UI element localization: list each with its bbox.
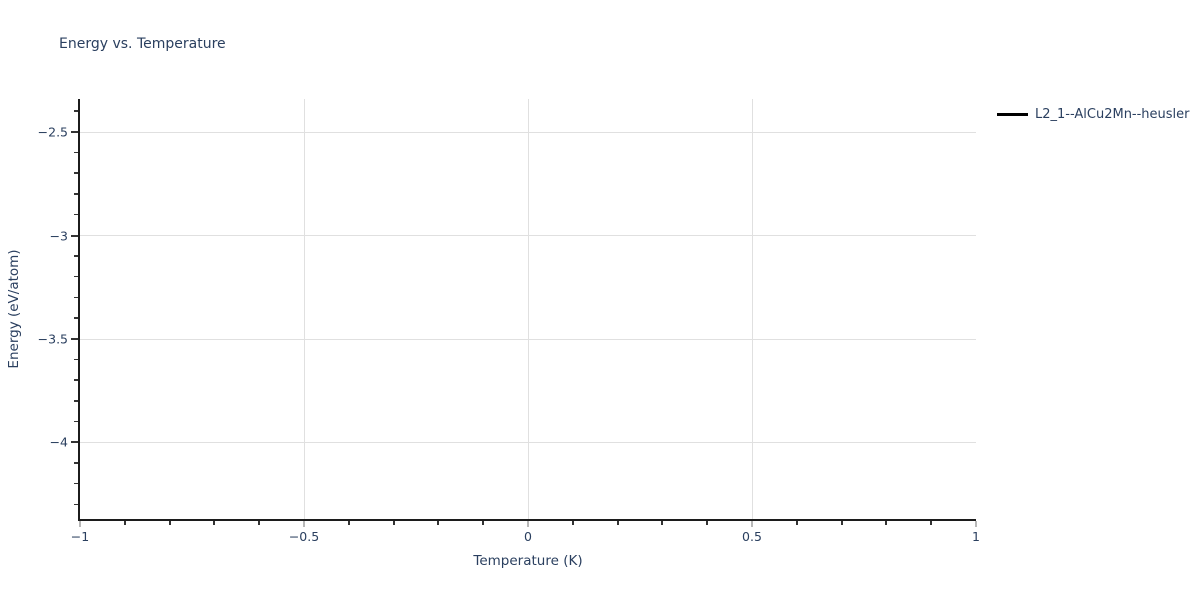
y-gridline — [80, 441, 976, 443]
y-minor-tick — [74, 213, 78, 216]
x-major-tick — [975, 521, 977, 527]
y-minor-tick — [74, 482, 78, 485]
x-minor-tick — [930, 521, 933, 525]
x-minor-tick — [885, 521, 888, 525]
x-tick-label: 0 — [524, 529, 532, 544]
x-minor-tick — [258, 521, 261, 525]
y-minor-tick — [74, 255, 78, 257]
legend: L2_1--AlCu2Mn--heusler — [997, 106, 1190, 122]
legend-label: L2_1--AlCu2Mn--heusler — [1035, 106, 1190, 122]
x-tick-label: 1 — [972, 529, 980, 544]
y-major-tick — [71, 441, 78, 444]
y-axis-title: Energy (eV/atom) — [6, 249, 22, 369]
x-minor-tick — [168, 521, 171, 525]
y-tick-label: −3.5 — [37, 331, 68, 347]
y-major-tick — [71, 338, 78, 340]
x-tick-label: 0.5 — [742, 529, 762, 544]
y-gridline — [80, 235, 976, 237]
x-axis-title: Temperature (K) — [473, 553, 583, 569]
y-minor-tick — [74, 379, 78, 381]
y-minor-tick — [74, 275, 78, 278]
x-minor-tick — [437, 521, 440, 525]
legend-item[interactable]: L2_1--AlCu2Mn--heusler — [997, 106, 1190, 122]
x-major-tick — [751, 521, 753, 527]
x-major-tick — [303, 521, 305, 527]
y-minor-tick — [74, 420, 78, 423]
x-minor-tick — [795, 521, 798, 525]
legend-line-sample — [997, 112, 1028, 116]
x-gridline — [751, 99, 753, 519]
y-major-tick — [71, 131, 78, 134]
y-minor-tick — [74, 296, 78, 299]
x-minor-tick — [616, 521, 619, 525]
y-minor-tick — [74, 400, 78, 402]
y-gridline — [80, 131, 976, 133]
x-minor-tick — [482, 521, 485, 525]
x-minor-tick — [706, 521, 709, 525]
plot-area: −1 −0.5 0 0.5 1 −2.5 −3 −3.5 −4 — [38, 99, 980, 544]
y-minor-tick — [74, 317, 78, 319]
y-minor-tick — [74, 193, 78, 195]
x-minor-tick — [213, 521, 216, 525]
y-tick-label: −4 — [49, 434, 68, 450]
x-tick-label: −0.5 — [288, 529, 320, 544]
x-gridline — [527, 99, 529, 519]
y-minor-tick — [74, 358, 78, 361]
y-axis-line — [78, 99, 80, 521]
y-minor-tick — [74, 172, 78, 174]
y-major-tick — [71, 234, 78, 237]
x-tick-label: −1 — [70, 529, 90, 544]
y-minor-tick — [74, 503, 78, 506]
y-gridline — [80, 338, 976, 340]
y-minor-tick — [74, 110, 78, 112]
x-axis-line — [78, 519, 976, 521]
x-major-tick — [79, 521, 81, 527]
y-minor-tick — [74, 462, 78, 464]
y-tick-label: −3 — [49, 228, 68, 244]
x-minor-tick — [571, 521, 574, 525]
y-minor-tick — [74, 151, 78, 154]
x-minor-tick — [840, 521, 843, 525]
x-minor-tick — [347, 521, 350, 525]
chart-title: Energy vs. Temperature — [59, 36, 226, 52]
x-major-tick — [527, 521, 529, 527]
x-minor-tick — [661, 521, 664, 525]
x-minor-tick — [392, 521, 395, 525]
x-minor-tick — [123, 521, 126, 525]
y-tick-label: −2.5 — [37, 124, 68, 140]
x-gridline — [303, 99, 305, 519]
